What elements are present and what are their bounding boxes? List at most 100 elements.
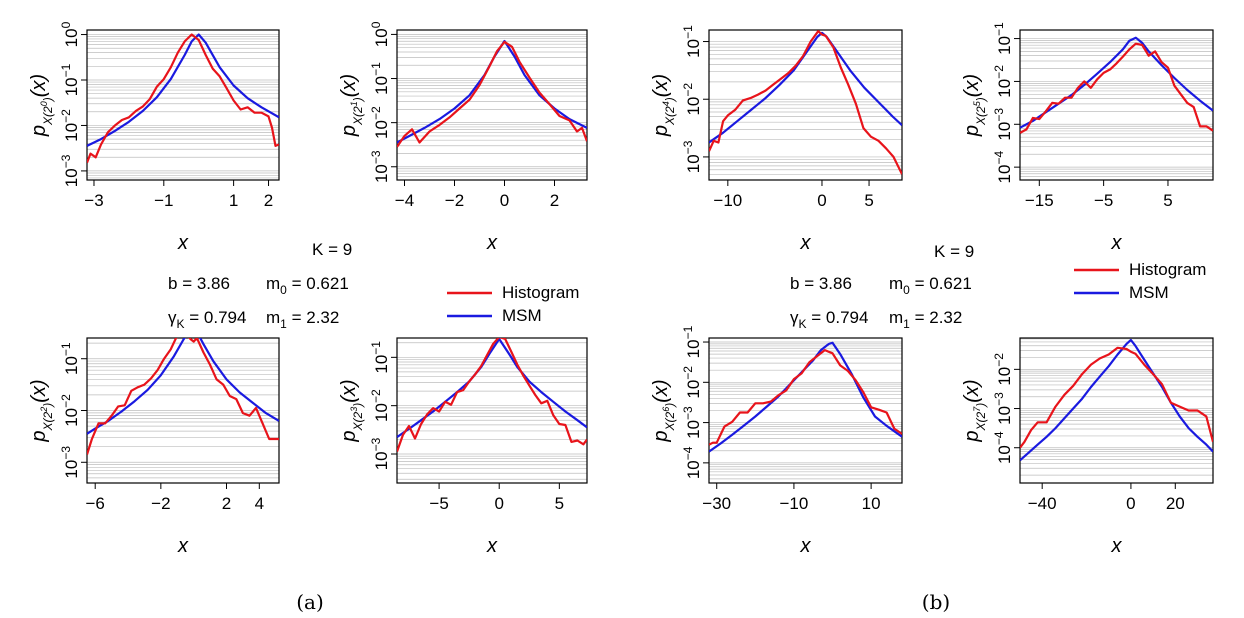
legend-label-msm: MSM [502,306,542,325]
y-tick-label: 10−2 [992,65,1014,98]
x-axis-label: x [486,232,498,254]
y-tick-label: 10−3 [992,108,1014,141]
x-tick-label: −10 [779,494,808,513]
y-tick-label: 10−3 [59,446,81,479]
param-b: b = 3.86 [168,274,230,293]
param-m1: m1 = 2.32 [266,308,339,331]
y-tick-label: 10−1 [681,325,703,358]
y-tick-label: 10−3 [681,406,703,439]
y-axis-label: pX(22)(x) [28,379,55,442]
x-tick-label: −15 [1025,191,1054,210]
subplot-a-0-0: −3 −1 1 2 10−3 10−2 10−1 100 x pX(20)(x) [28,21,280,254]
x-tick-label: −40 [1028,494,1057,513]
y-tick-label: 10−3 [369,437,391,470]
param-m1: m1 = 2.32 [889,308,962,331]
legend-label-histogram: Histogram [502,283,579,302]
param-k: K = 9 [934,242,974,261]
param-m0: m0 = 0.621 [889,274,972,297]
y-tick-label: 10−2 [992,353,1014,386]
x-tick-label: 1 [229,191,238,210]
x-tick-label: 0 [494,494,503,513]
legend: Histogram MSM [1074,260,1206,302]
subplot-a-1-0: −6 −2 2 4 10−3 10−2 10−1 x pX(22)(x) [28,337,280,557]
subplot-b-1-0: −30 −10 10 10−4 10−3 10−2 10−1 x pX(26)(x) [650,325,903,557]
x-tick-label: −30 [702,494,731,513]
y-axis-label: pX(26)(x) [650,379,677,442]
y-tick-label: 10−2 [59,394,81,427]
plot-frame [396,29,588,181]
legend-label-histogram: Histogram [1129,260,1206,279]
y-tick-label: 10−1 [681,25,703,58]
series-line-histogram [1020,346,1213,449]
y-tick-label: 10−3 [992,392,1014,425]
y-tick-label: 10−2 [369,389,391,422]
x-tick-label: −2 [445,191,464,210]
series-line-histogram [1020,42,1213,134]
x-tick-label: −5 [1094,191,1113,210]
y-tick-label: 10−2 [681,366,703,399]
y-tick-label: 10−1 [992,22,1014,55]
plot-frame [86,29,280,181]
parameter-block: K = 9 b = 3.86 m0 = 0.621 γK = 0.794 m1 = 2.… [790,242,974,331]
grid-lines [1020,338,1213,476]
plot-frame [396,337,588,484]
x-axis-label: x [800,535,812,557]
y-axis-label: pX(25)(x) [961,74,988,137]
param-gamma-k: γK = 0.794 [790,308,868,331]
y-tick-label: 10−4 [992,151,1014,184]
plot-frame [708,337,903,484]
subplot-b-1-1: −40 0 20 10−4 10−3 10−2 x pX(27)(x) [961,337,1214,557]
series-line-histogram [709,30,902,175]
series-line-msm [1020,338,1213,462]
subplot-b-0-1: −15 −5 5 10−4 10−3 10−2 10−1 x pX(25)(x) [961,22,1214,254]
y-tick-label: 10−4 [681,446,703,479]
legend: Histogram MSM [447,283,579,325]
series-line-msm [709,31,902,144]
x-tick-label: −6 [86,494,105,513]
subplot-a-1-1: −5 0 5 10−3 10−2 10−1 x pX(23)(x) [338,337,588,557]
parameter-block: K = 9 b = 3.86 m0 = 0.621 γK = 0.794 m1 = 2.… [168,240,352,331]
series-line-histogram [87,338,279,455]
legend-label-msm: MSM [1129,283,1169,302]
x-tick-label: 4 [255,494,264,513]
y-axis-label: pX(27)(x) [961,379,988,442]
x-tick-label: 20 [1166,494,1185,513]
series-line-histogram [87,33,279,164]
x-tick-label: 0 [817,191,826,210]
grid-lines [709,41,902,181]
x-tick-label: 5 [555,494,564,513]
series-line-histogram [709,349,902,446]
series-line-msm [87,338,279,435]
plot-frame [1019,29,1214,181]
param-k: K = 9 [312,240,352,259]
x-axis-label: x [1111,232,1123,254]
x-axis-label: x [800,232,812,254]
param-b: b = 3.86 [790,274,852,293]
y-tick-label: 10−4 [992,431,1014,464]
x-axis-label: x [177,232,189,254]
param-m0: m0 = 0.621 [266,274,349,297]
series-line-histogram [397,338,587,452]
y-tick-label: 10−1 [59,63,81,96]
y-tick-label: 100 [369,21,391,47]
x-tick-label: −5 [429,494,448,513]
y-tick-label: 10−1 [369,341,391,374]
panel-caption: (a) [296,590,324,614]
y-axis-label: pX(21)(x) [338,74,365,137]
grid-lines [709,341,902,480]
x-tick-label: 2 [222,494,231,513]
y-axis-label: pX(23)(x) [338,379,365,442]
plot-frame [708,29,903,181]
x-axis-label: x [177,535,189,557]
x-tick-label: 2 [264,191,273,210]
series-line-msm [397,338,587,439]
y-tick-label: 10−2 [681,83,703,116]
x-tick-label: −2 [151,494,170,513]
y-axis-label: pX(20)(x) [28,74,55,137]
panel-caption: (b) [922,590,950,614]
param-gamma-k: γK = 0.794 [168,308,246,331]
x-tick-label: −3 [84,191,103,210]
series-line-msm [87,33,279,147]
y-tick-label: 10−3 [59,154,81,187]
